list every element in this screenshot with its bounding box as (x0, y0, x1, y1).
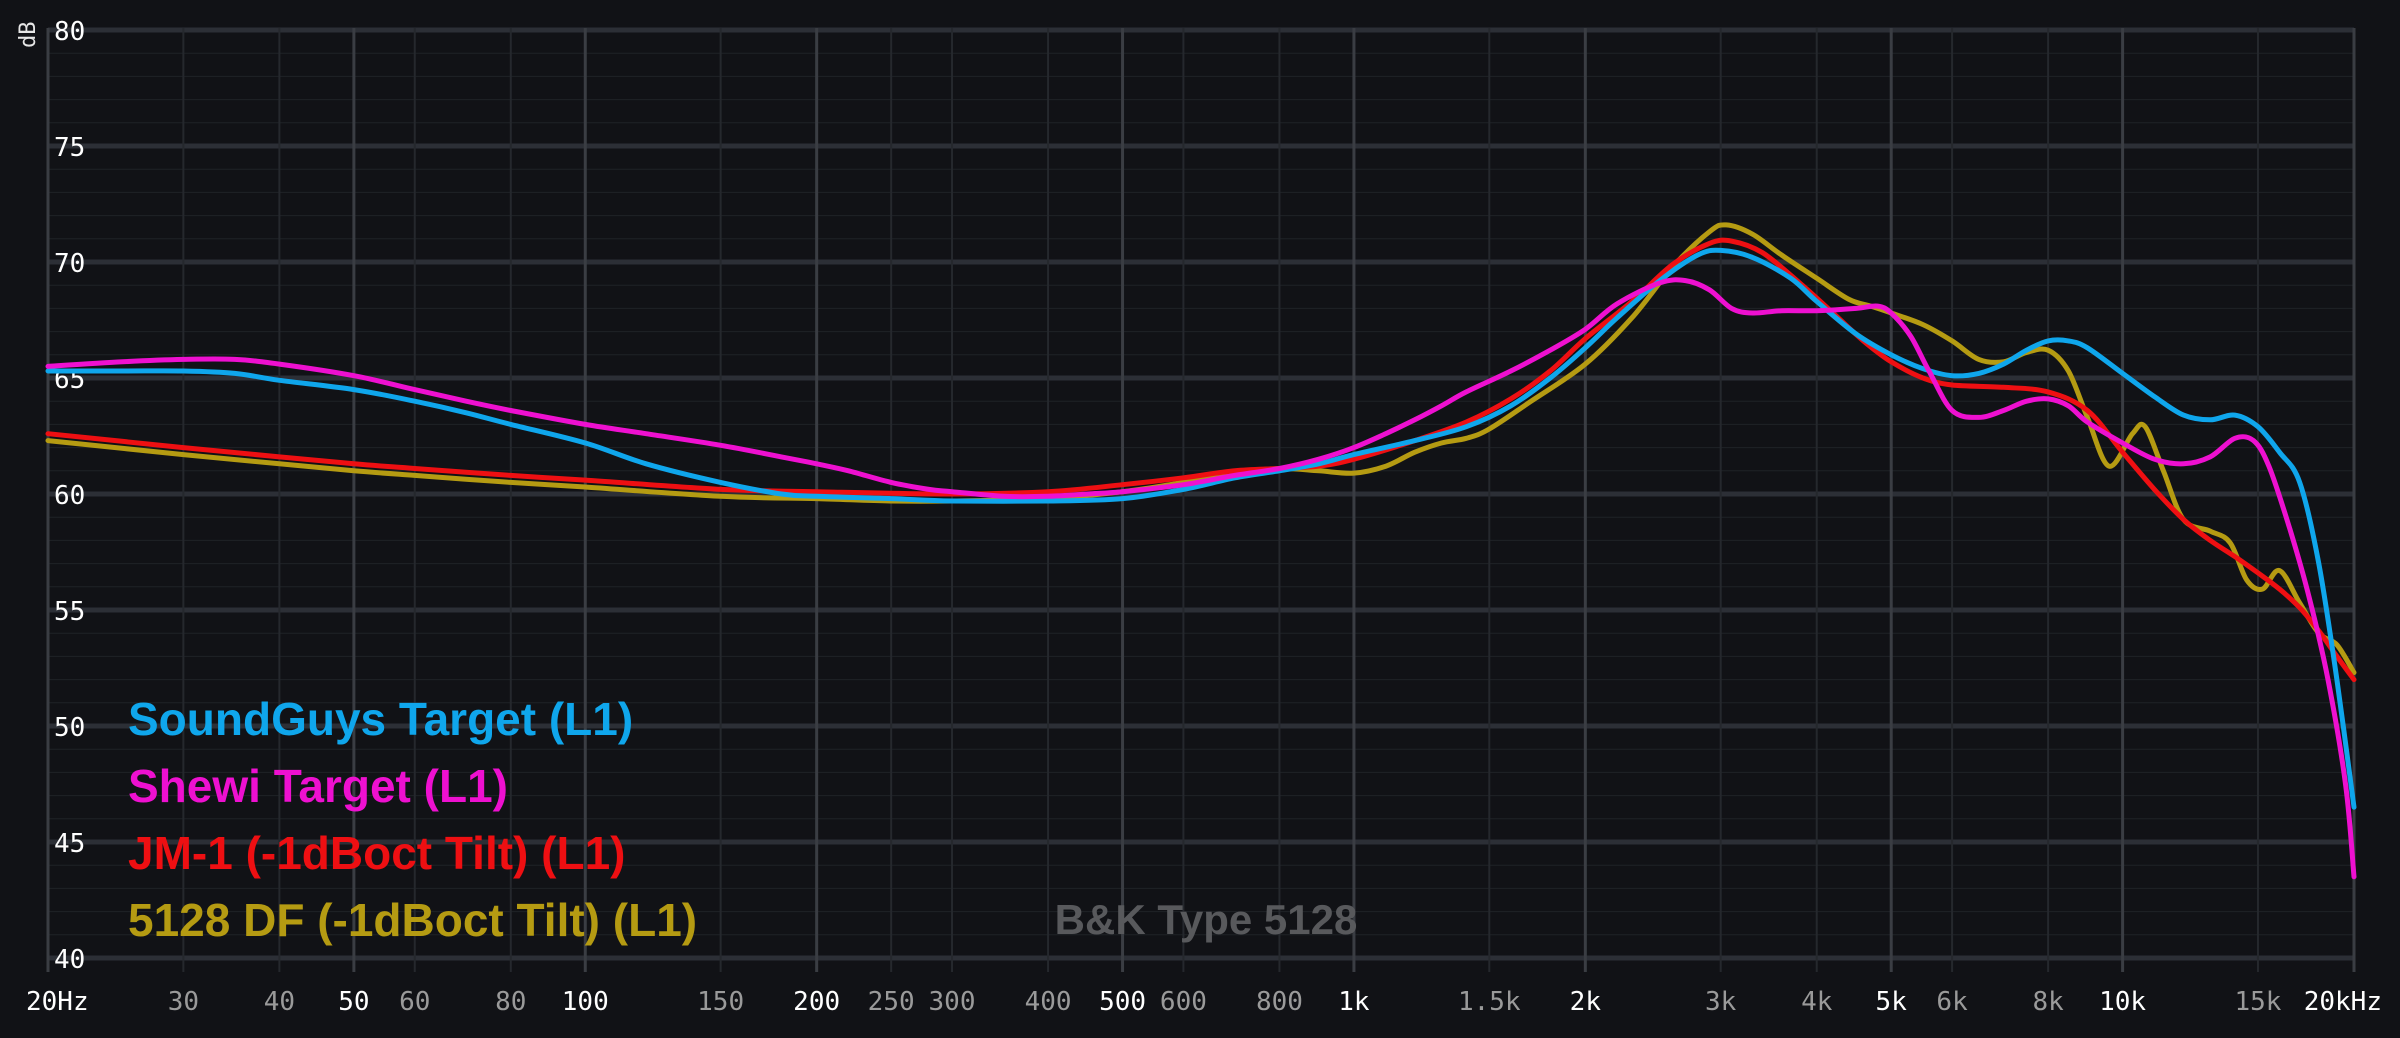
x-tick-label: 400 (1025, 987, 1072, 1017)
y-tick-label: 55 (54, 597, 85, 627)
y-tick-label: 70 (54, 249, 85, 279)
x-tick-label: 50 (338, 987, 369, 1017)
x-tick-label: 40 (264, 987, 295, 1017)
x-tick-label: 80 (495, 987, 526, 1017)
y-tick-label: 60 (54, 481, 85, 511)
grid-lines (46, 27, 2356, 972)
x-tick-label: 20kHz (2304, 987, 2382, 1017)
y-tick-label: 75 (54, 133, 85, 163)
y-tick-label: 80 (54, 17, 85, 47)
x-tick-label: 4k (1801, 987, 1833, 1017)
x-tick-label: 30 (168, 987, 199, 1017)
x-tick-label: 300 (929, 987, 976, 1017)
y-tick-label: 40 (54, 945, 85, 975)
legend-entry: SoundGuys Target (L1) (128, 693, 633, 745)
x-tick-label: 1.5k (1458, 987, 1521, 1017)
x-tick-label: 800 (1256, 987, 1303, 1017)
legend: SoundGuys Target (L1) Shewi Target (L1) JM… (128, 693, 697, 946)
series-lines (45, 222, 2357, 880)
y-tick-label: 45 (54, 829, 85, 859)
x-tick-label: 8k (2032, 987, 2064, 1017)
x-tick-label: 250 (868, 987, 915, 1017)
legend-entry: 5128 DF (-1dBoct Tilt) (L1) (128, 894, 697, 946)
x-tick-label: 100 (562, 987, 609, 1017)
x-tick-label: 60 (399, 987, 430, 1017)
y-axis-unit-label: dB (16, 22, 41, 49)
x-tick-label: 150 (697, 987, 744, 1017)
x-tick-label: 500 (1099, 987, 1146, 1017)
x-tick-label: 15k (2234, 987, 2281, 1017)
legend-entry: JM-1 (-1dBoct Tilt) (L1) (128, 827, 625, 879)
x-tick-label: 5k (1876, 987, 1908, 1017)
chart-watermark: B&K Type 5128 (1055, 896, 1358, 943)
x-tick-label: 10k (2099, 987, 2146, 1017)
x-tick-label: 600 (1160, 987, 1207, 1017)
series-line-1 (45, 277, 2357, 880)
legend-entry: Shewi Target (L1) (128, 760, 508, 812)
x-tick-label: 20Hz (26, 987, 89, 1017)
x-tick-label: 6k (1936, 987, 1968, 1017)
x-tick-label: 200 (793, 987, 840, 1017)
x-tick-label: 3k (1705, 987, 1737, 1017)
series-line-0 (45, 247, 2357, 810)
y-tick-label: 50 (54, 713, 85, 743)
x-tick-label: 1k (1338, 987, 1370, 1017)
x-tick-label: 2k (1570, 987, 1602, 1017)
